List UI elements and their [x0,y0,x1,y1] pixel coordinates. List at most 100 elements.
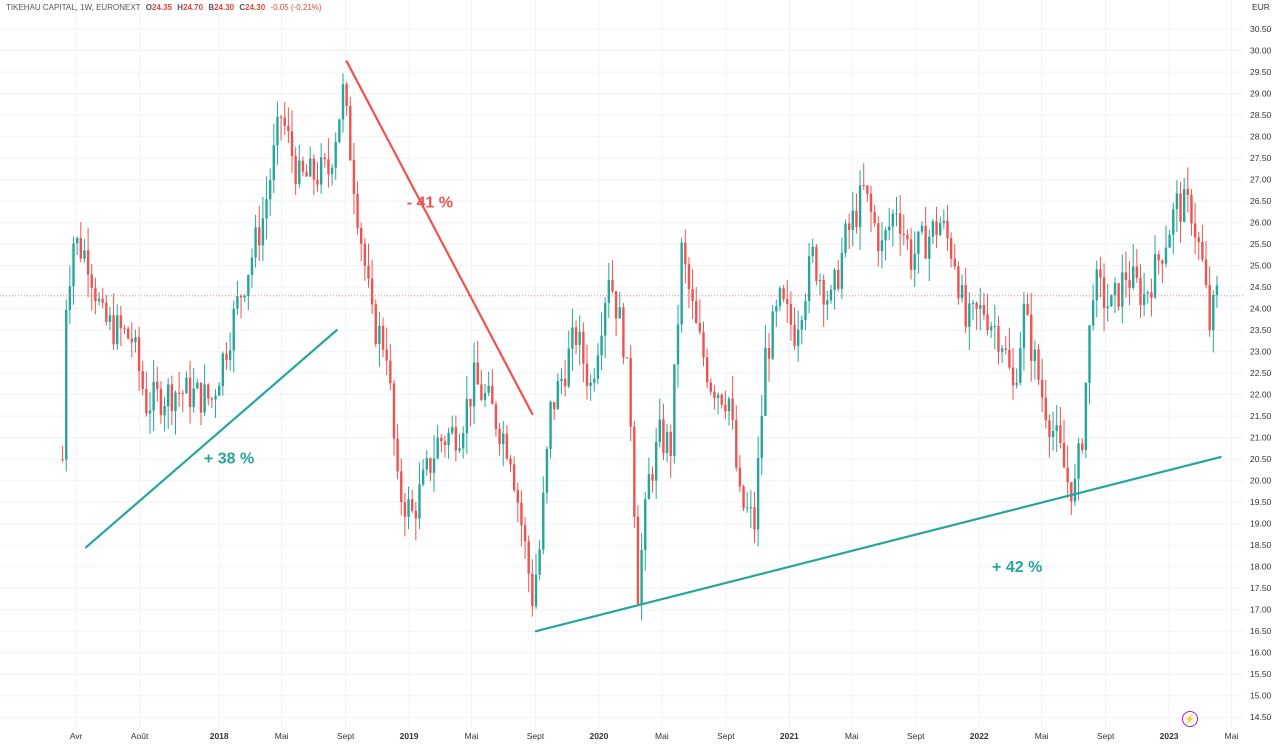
candle-body [334,141,337,168]
candle-body [822,279,825,305]
candle-body [97,298,101,302]
candle-body [884,230,887,241]
candle-body [1135,266,1139,278]
candle-body [669,431,672,456]
y-tick-label: 24.50 [1250,282,1272,292]
candle-body [105,302,108,322]
candle-body [1161,260,1164,264]
candle-body [1059,425,1062,443]
candle-body [906,234,909,240]
y-tick-label: 30.00 [1250,46,1272,56]
candle-body [327,159,330,175]
candle-body [1164,247,1168,264]
candle-body [378,325,381,345]
candle-body [174,392,177,412]
lightning-icon[interactable]: ⚡ [1182,711,1198,727]
candle-body [1146,292,1149,294]
y-tick-label: 29.00 [1250,89,1272,99]
candle-body [1142,293,1146,306]
candle-body [207,384,210,399]
candle-body [986,314,989,331]
low-readout: B24.30 [208,3,234,12]
candle-body [858,185,862,227]
candle-body [356,194,359,228]
candle-body [807,256,811,301]
open-value: 24.35 [152,3,173,12]
candle-body [247,275,250,296]
candle-body [731,398,734,421]
candle-body [185,377,188,394]
candle-body [582,331,585,364]
candle-body [432,458,436,473]
candle-body [487,385,490,393]
candle-body [1182,188,1186,222]
candle-body [494,404,498,429]
candle-body [989,326,993,331]
candle-body [1204,259,1208,286]
candle-body [585,363,589,386]
candle-body [702,331,705,358]
candle-body [1066,467,1069,483]
candle-body [538,549,541,575]
candle-body [680,242,683,325]
y-tick-label: 24.00 [1250,304,1272,314]
candle-body [724,404,727,412]
candle-body [553,401,556,410]
candle-body [789,303,793,325]
candle-body [979,305,982,309]
candle-body [920,225,924,232]
candle-body [949,238,953,259]
candle-body [177,392,181,394]
candle-body [1088,325,1091,383]
y-tick-label: 20.50 [1250,454,1272,464]
candle-body [192,388,195,408]
candle-body [826,300,829,305]
candle-body [982,305,986,315]
trend-line [534,455,1222,633]
candle-body [1106,306,1109,308]
candle-body [389,360,392,384]
y-tick-label: 17.50 [1250,583,1272,593]
annotation-label: - 41 % [407,195,453,212]
candle-body [647,474,651,500]
x-axis: Avr Août 2018 Mai Sept 2019 Mai Sept 2020 Mai Sept… [70,731,1239,741]
candle-body [1048,420,1051,437]
candle-body [1004,348,1007,350]
candle-body [1215,285,1219,295]
candle-body [938,223,942,236]
candle-body [349,106,352,161]
candle-body [888,226,891,231]
candle-body [425,458,428,470]
candle-body [796,329,800,346]
candle-body [232,308,235,351]
candle-body [684,242,687,265]
candle-body [126,328,130,339]
x-tick-label: 2022 [970,731,989,741]
candle-body [968,303,971,327]
candle-body [829,289,833,301]
candle-body [691,289,694,302]
candle-body [472,362,476,407]
candle-body [1077,443,1080,479]
candle-body [953,258,956,267]
candle-body [400,471,403,503]
candle-body [75,238,79,244]
candle-body [258,227,261,246]
y-tick-label: 15.50 [1250,669,1272,679]
candle-body [294,155,297,185]
candle-body [665,431,669,454]
y-tick-label: 28.00 [1250,132,1272,142]
candle-body [709,382,712,392]
x-tick-label: Mai [465,731,479,741]
candle-body [1168,234,1171,248]
candle-body [123,328,126,330]
candle-body [1186,188,1190,195]
x-tick-label: Mai [655,731,669,741]
trend-line [84,329,338,549]
candle-body [800,320,804,330]
symbol-title: TIKEHAU CAPITAL, 1W, EURONEXT [6,3,141,12]
candle-body [644,499,647,550]
candle-body [837,269,840,289]
candle-body [352,160,356,195]
